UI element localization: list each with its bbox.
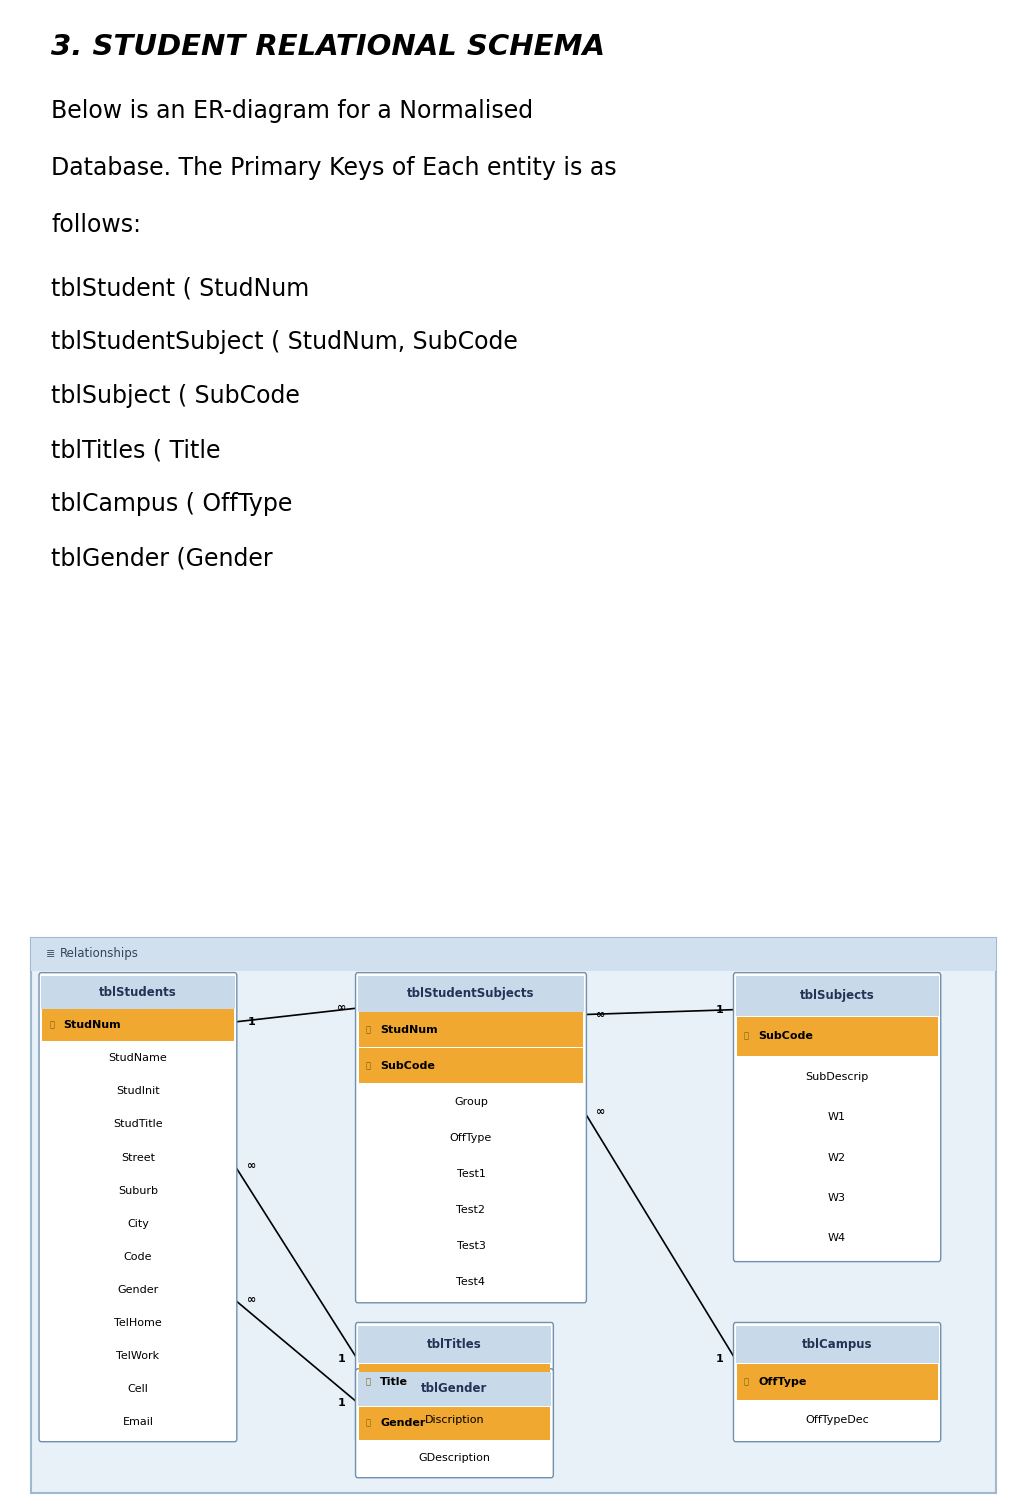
Text: Database. The Primary Keys of Each entity is as: Database. The Primary Keys of Each entit…	[51, 156, 617, 180]
FancyBboxPatch shape	[41, 975, 235, 1008]
FancyBboxPatch shape	[733, 972, 941, 1262]
FancyBboxPatch shape	[357, 1326, 551, 1364]
FancyBboxPatch shape	[357, 975, 584, 1011]
Text: ∞: ∞	[337, 1004, 346, 1013]
Text: ∞: ∞	[596, 1107, 606, 1118]
Text: 🔑: 🔑	[366, 1419, 371, 1428]
FancyBboxPatch shape	[39, 972, 237, 1442]
Text: W1: W1	[828, 1112, 846, 1122]
Text: StudNum: StudNum	[64, 1020, 121, 1031]
Text: Suburb: Suburb	[118, 1185, 158, 1196]
Text: TelWork: TelWork	[116, 1352, 159, 1360]
Text: 🔑: 🔑	[366, 1024, 371, 1033]
Text: tblStudentSubject ( StudNum, SubCode: tblStudentSubject ( StudNum, SubCode	[51, 330, 519, 354]
Text: StudTitle: StudTitle	[113, 1119, 162, 1130]
Text: follows:: follows:	[51, 213, 142, 237]
Text: SubDescrip: SubDescrip	[805, 1071, 869, 1082]
Text: 🔑: 🔑	[49, 1022, 54, 1031]
Text: tblStudent ( StudNum: tblStudent ( StudNum	[51, 276, 309, 300]
Text: OffType: OffType	[758, 1377, 806, 1388]
Text: OffTypeDec: OffTypeDec	[805, 1414, 869, 1425]
FancyBboxPatch shape	[736, 1364, 938, 1400]
Text: Email: Email	[122, 1418, 153, 1426]
FancyBboxPatch shape	[358, 1407, 550, 1440]
FancyBboxPatch shape	[355, 1323, 554, 1442]
Text: Title: Title	[380, 1377, 408, 1388]
Text: StudName: StudName	[109, 1053, 167, 1064]
FancyBboxPatch shape	[358, 1013, 583, 1047]
Text: tblSubjects: tblSubjects	[800, 990, 874, 1002]
Text: Test1: Test1	[457, 1168, 486, 1179]
Text: Gender: Gender	[117, 1286, 158, 1294]
Text: tblStudentSubjects: tblStudentSubjects	[408, 987, 535, 1000]
Text: Cell: Cell	[127, 1384, 148, 1394]
Text: Group: Group	[454, 1096, 488, 1107]
Text: SubCode: SubCode	[758, 1032, 813, 1041]
Text: Street: Street	[121, 1152, 155, 1162]
Text: ≣: ≣	[46, 950, 55, 958]
Text: 🔑: 🔑	[744, 1377, 749, 1386]
Text: W4: W4	[828, 1233, 846, 1244]
FancyBboxPatch shape	[735, 1326, 939, 1364]
FancyBboxPatch shape	[355, 1370, 554, 1478]
FancyBboxPatch shape	[31, 938, 996, 970]
Text: 3. STUDENT RELATIONAL SCHEMA: 3. STUDENT RELATIONAL SCHEMA	[51, 33, 605, 62]
Text: ∞: ∞	[596, 1010, 606, 1020]
Text: Relationships: Relationships	[60, 948, 139, 960]
Text: 🔑: 🔑	[744, 1032, 749, 1041]
Text: Test4: Test4	[456, 1276, 486, 1287]
Text: 1: 1	[715, 1354, 723, 1365]
Text: tblGender: tblGender	[421, 1383, 488, 1395]
Text: Code: Code	[123, 1252, 152, 1262]
Text: OffType: OffType	[450, 1132, 492, 1143]
Text: StudNum: StudNum	[380, 1024, 438, 1035]
FancyBboxPatch shape	[358, 1364, 550, 1400]
Text: Test3: Test3	[457, 1240, 486, 1251]
Text: W2: W2	[828, 1152, 846, 1162]
FancyBboxPatch shape	[358, 1048, 583, 1083]
Text: GDescription: GDescription	[418, 1452, 491, 1462]
Text: 1: 1	[337, 1398, 345, 1407]
Text: tblTitles ( Title: tblTitles ( Title	[51, 438, 221, 462]
FancyBboxPatch shape	[355, 972, 586, 1304]
Text: tblTitles: tblTitles	[427, 1338, 482, 1352]
Text: Gender: Gender	[380, 1419, 425, 1428]
Text: Discription: Discription	[424, 1414, 485, 1425]
FancyBboxPatch shape	[735, 975, 939, 1016]
Text: 1: 1	[248, 1017, 255, 1028]
Text: City: City	[127, 1218, 149, 1228]
Text: tblCampus: tblCampus	[802, 1338, 872, 1352]
Text: ∞: ∞	[246, 1161, 256, 1170]
Text: 1: 1	[715, 1005, 723, 1014]
Text: TelHome: TelHome	[114, 1318, 162, 1328]
FancyBboxPatch shape	[736, 1017, 938, 1056]
FancyBboxPatch shape	[42, 1010, 234, 1041]
Text: StudInit: StudInit	[116, 1086, 160, 1096]
Text: ∞: ∞	[246, 1294, 256, 1305]
Text: tblGender (Gender: tblGender (Gender	[51, 546, 273, 570]
Text: Test2: Test2	[456, 1204, 486, 1215]
Text: tblSubject ( SubCode: tblSubject ( SubCode	[51, 384, 300, 408]
FancyBboxPatch shape	[31, 938, 996, 1492]
Text: W3: W3	[828, 1192, 846, 1203]
FancyBboxPatch shape	[357, 1372, 551, 1406]
Text: 1: 1	[337, 1354, 345, 1365]
Text: Below is an ER-diagram for a Normalised: Below is an ER-diagram for a Normalised	[51, 99, 533, 123]
Text: SubCode: SubCode	[380, 1060, 435, 1071]
Text: tblCampus ( OffType: tblCampus ( OffType	[51, 492, 293, 516]
Text: 🔑: 🔑	[366, 1060, 371, 1070]
FancyBboxPatch shape	[733, 1323, 941, 1442]
Text: tblStudents: tblStudents	[99, 986, 177, 999]
Text: 🔑: 🔑	[366, 1377, 371, 1386]
